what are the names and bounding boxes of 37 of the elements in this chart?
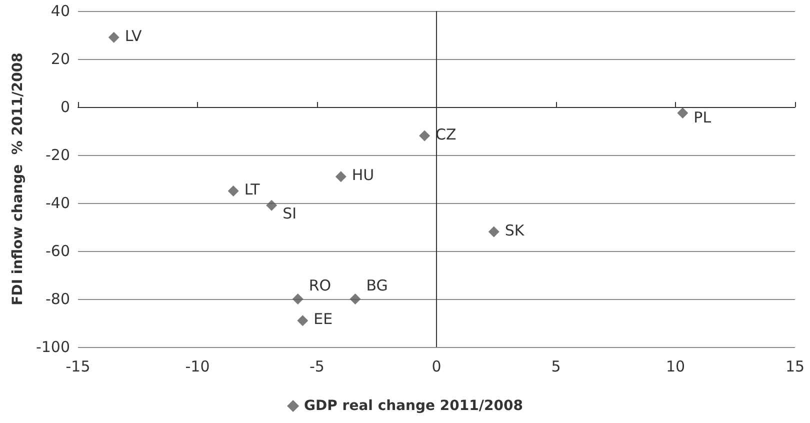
- annotation: RO: [308, 276, 332, 294]
- x-tick-label: -15: [66, 358, 90, 376]
- point: [266, 200, 278, 211]
- y-tick-label: -40: [46, 194, 70, 212]
- x-tick-label: 15: [785, 358, 805, 376]
- y-axis-title: FDI inflow change % 2011/2008: [10, 52, 26, 306]
- point: [228, 186, 239, 196]
- annotation: HU: [352, 166, 374, 184]
- y-tick-label: -20: [46, 146, 70, 164]
- point: [108, 32, 120, 43]
- point: [677, 108, 688, 118]
- x-tick-label: 10: [666, 358, 686, 376]
- y-tick-label: -80: [46, 290, 70, 308]
- y-tick-label: -60: [46, 242, 70, 260]
- point: [488, 226, 500, 238]
- y-tick-label: 0: [60, 98, 70, 116]
- annotation: SK: [504, 221, 526, 240]
- x-tick-label: 0: [432, 358, 442, 376]
- annotation: LT: [244, 180, 261, 198]
- point: [419, 130, 430, 142]
- annotation: BG: [366, 276, 388, 294]
- annotation: CZ: [436, 125, 456, 144]
- legend-label: GDP real change 2011/2008: [304, 398, 523, 414]
- y-tick-label: 40: [50, 2, 70, 20]
- x-tick-label: 5: [551, 358, 561, 376]
- annotation: LV: [124, 26, 143, 45]
- annotation: PL: [694, 108, 712, 126]
- point: [335, 171, 346, 182]
- point: [297, 315, 308, 326]
- point: [292, 294, 304, 304]
- x-tick-label: -5: [310, 358, 324, 376]
- y-tick-label: 20: [50, 50, 70, 68]
- point: [350, 294, 361, 304]
- x-tick-label: -10: [185, 358, 210, 376]
- annotation: EE: [314, 310, 333, 328]
- y-tick-label: -100: [36, 338, 70, 356]
- annotation: SI: [282, 204, 297, 222]
